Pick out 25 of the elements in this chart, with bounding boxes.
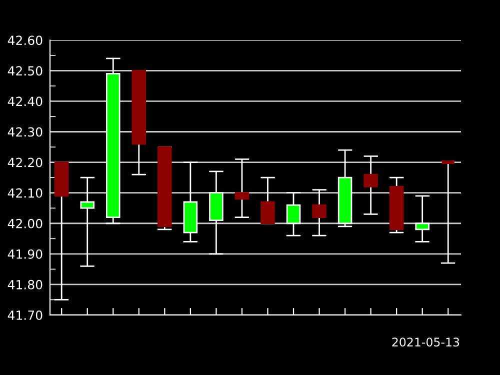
y-tick-label: 42.00 [8,218,42,228]
candlestick [260,176,275,224]
candlestick [389,176,404,234]
y-tick-label: 41.70 [8,310,42,320]
y-tick-label: 42.30 [8,127,42,137]
y-tick-label: 42.20 [8,158,42,168]
y-tick-label: 42.10 [8,188,42,198]
candlestick [132,70,146,176]
y-tick-label: 42.60 [8,36,42,46]
y-tick-label: 41.80 [8,280,42,290]
candlestick [183,162,198,242]
candlestick [312,189,326,236]
text: 2021-05-13 [392,338,460,347]
y-tick-label: 41.90 [8,249,42,259]
candlestick [364,155,378,215]
candlestick [80,176,94,267]
candlestick [106,58,120,224]
candlestick [415,195,430,242]
candlestick [286,192,301,236]
candlestick [338,149,352,228]
y-tick-label: 42.50 [8,66,42,76]
candlestick [209,170,224,255]
candlestick [158,146,172,230]
candlestick [234,158,250,218]
y-tick-label: 42.40 [8,96,42,106]
